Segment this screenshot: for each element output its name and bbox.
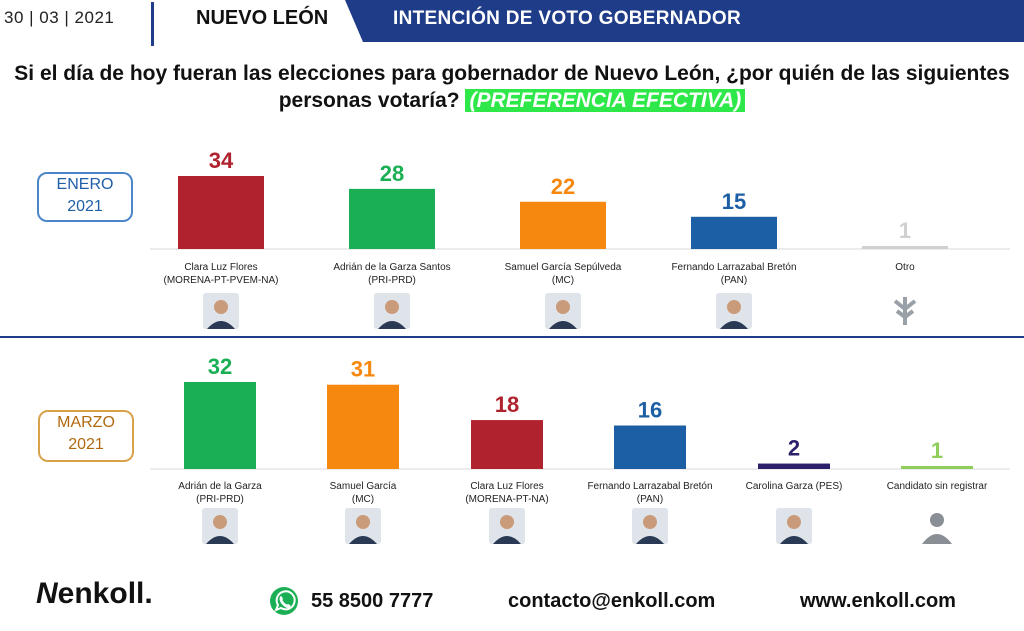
category-label-line: Fernando Larrazabal Bretón [671,262,797,273]
category-label: Adrián de la Garza Santos (PRI-PRD) [317,261,467,287]
category-label-line: (MC) [551,275,575,286]
data-label: 1 [899,218,911,243]
bar [184,382,256,469]
category-label-line: Fernando Larrazabal Bretón [587,481,713,492]
bar [520,201,606,249]
bar [178,176,264,249]
category-label: Adrián de la Garza (PRI-PRD) [145,480,295,506]
data-label: 32 [208,354,232,379]
data-label: 15 [722,189,746,214]
candidate-photo [374,293,410,329]
website-url: www.enkoll.com [800,590,956,612]
candidate-photo [776,508,812,544]
data-label: 18 [495,392,519,417]
category-label: Clara Luz Flores (MORENA-PT-PVEM-NA) [146,261,296,287]
category-label: Fernando Larrazabal Bretón (PAN) [575,480,725,506]
category-label-line: Adrián de la Garza Santos [333,262,451,273]
category-label-line: Samuel García [329,481,397,492]
category-label-line: (PRI-PRD) [368,275,416,286]
category-label-line: Adrián de la Garza [178,481,262,492]
category-label-line: Candidato sin registrar [886,481,988,492]
category-label: Clara Luz Flores (MORENA-PT-NA) [432,480,582,506]
category-label-line: (MORENA-PT-NA) [465,494,549,505]
candidate-photo [716,293,752,329]
person-silhouette-icon [919,508,955,544]
bar [471,420,543,469]
enkoll-logo-text: enkoll. [57,577,153,610]
data-label: 28 [380,161,404,186]
header: 30 | 03 | 2021 NUEVO LEÓN INTENCIÓN DE V… [0,0,1024,46]
period-label-marzo: MARZO 2021 [38,410,134,462]
enkoll-logo-mark: N [36,577,58,610]
category-label-line: (PAN) [720,275,748,286]
email-address: contacto@enkoll.com [508,590,716,612]
category-label: Samuel García (MC) [288,480,438,506]
category-label-line: Clara Luz Flores [184,262,258,273]
category-label: Candidato sin registrar [862,480,1012,493]
category-label: Samuel García Sepúlveda (MC) [488,261,638,287]
category-label-line: Carolina Garza (PES) [745,481,843,492]
candidate-photo [202,508,238,544]
state-label: NUEVO LEÓN [196,7,329,29]
header-divider [151,2,154,46]
enkoll-logo-icon [887,293,923,329]
candidate-photo [632,508,668,544]
preference-highlight: (PREFERENCIA EFECTIVA) [465,89,746,112]
candidate-photo [203,293,239,329]
candidate-photo [545,293,581,329]
section-divider [0,336,1024,338]
category-label-line: (PRI-PRD) [196,494,244,505]
data-label: 34 [209,148,234,173]
period-line: 2021 [67,198,103,215]
period-marzo-text: MARZO 2021 [40,412,132,456]
date-label: 30 | 03 | 2021 [4,8,115,27]
category-label-line: (MORENA-PT-PVEM-NA) [163,275,279,286]
category-label-line: Otro [895,262,915,273]
period-enero-text: ENERO 2021 [39,174,131,218]
question-body: Si el día de hoy fueran las elecciones p… [14,62,1010,112]
bar [614,425,686,469]
period-line: MARZO [57,414,115,431]
data-label: 2 [788,436,800,461]
phone-number: 55 8500 7777 [311,590,434,612]
period-line: 2021 [68,436,104,453]
period-line: ENERO [56,176,114,193]
category-label: Otro [830,261,980,274]
category-label-line: Samuel García Sepúlveda [504,262,622,273]
candidate-photo [345,508,381,544]
candidate-photo [489,508,525,544]
data-label: 22 [551,174,575,199]
bar [862,246,948,249]
category-label-line: Clara Luz Flores [470,481,544,492]
bar [758,463,830,469]
data-label: 1 [931,438,943,463]
category-label-line: (PAN) [636,494,664,505]
whatsapp-icon [270,587,298,615]
bar [691,216,777,249]
data-label: 16 [638,398,662,423]
bar [327,384,399,469]
bar [349,188,435,249]
data-label: 31 [351,357,375,382]
banner-title: INTENCIÓN DE VOTO GOBERNADOR [393,8,741,29]
enkoll-logo: Nenkoll. [36,577,153,611]
category-label-line: (MC) [351,494,375,505]
period-label-enero: ENERO 2021 [37,172,133,222]
bar [901,466,973,469]
category-label: Carolina Garza (PES) [719,480,869,493]
category-label: Fernando Larrazabal Bretón (PAN) [659,261,809,287]
question-text: Si el día de hoy fueran las elecciones p… [0,60,1024,114]
title-banner [345,0,1024,42]
